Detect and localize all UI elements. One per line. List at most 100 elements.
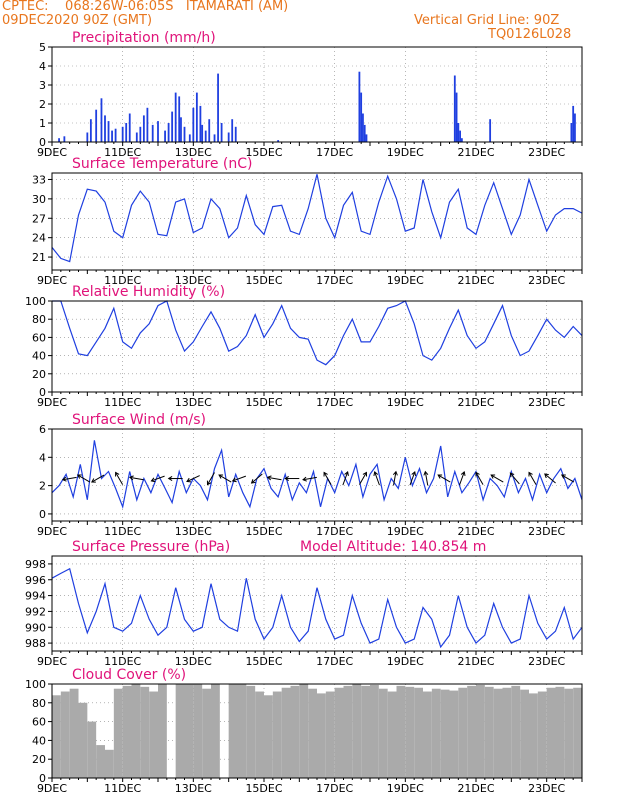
wind-arrow <box>359 471 368 485</box>
precipitation-bar <box>95 109 98 142</box>
wind-y-tick-label: 0 <box>39 508 46 521</box>
header-location: CPTEC: 068:26W-06:05S ITAMARATI (AM) <box>2 0 289 14</box>
wind-x-tick-label: 19DEC <box>387 525 424 538</box>
cloud-cover-bar <box>458 687 468 778</box>
cloud-cover-bar <box>211 684 220 778</box>
humidity-series-line <box>52 300 583 366</box>
temperature-x-tick-label: 19DEC <box>387 274 424 287</box>
wind-x-tick-label: 13DEC <box>175 525 212 538</box>
wind-x-tick-label: 17DEC <box>316 525 353 538</box>
precipitation-bar <box>199 105 202 142</box>
wind-series-line <box>51 440 583 509</box>
wind-arrow <box>373 471 380 486</box>
pressure-y-tick-label: 996 <box>25 574 46 587</box>
precipitation-y-tick-label: 5 <box>39 41 46 54</box>
humidity-x-tick-label: 21DEC <box>457 396 494 409</box>
precipitation-bar <box>362 113 364 142</box>
wind-arrow <box>544 473 556 484</box>
cloud-cover-bar <box>449 690 459 778</box>
cloud-cover-bar <box>149 691 158 778</box>
cloud-cover-bar <box>423 691 432 778</box>
header-vertical-grid: Vertical Grid Line: 90Z <box>414 13 560 28</box>
precipitation-bar <box>227 132 230 142</box>
cloud-cover-bar <box>493 688 503 778</box>
humidity-y-tick-label: 80 <box>32 313 46 326</box>
precipitation-bar <box>489 119 492 142</box>
cloud-cover-bar <box>202 688 211 778</box>
cloud-cover-x-tick-label: 17DEC <box>316 782 353 795</box>
pressure-x-tick-label: 19DEC <box>387 655 424 668</box>
precipitation-x-tick-label: 11DEC <box>104 146 141 159</box>
cloud-cover-bar <box>272 691 282 778</box>
cloud-cover-bar <box>105 749 114 778</box>
wind-arrow <box>218 474 232 483</box>
precipitation-x-tick-label: 21DEC <box>457 146 494 159</box>
precipitation-bar <box>157 121 159 142</box>
wind-arrow <box>409 471 417 486</box>
precipitation-bar <box>188 134 191 142</box>
temperature-title: Surface Temperature (nC) <box>72 156 253 172</box>
cloud-cover-bar <box>87 721 97 778</box>
cloud-cover-bar <box>246 685 256 778</box>
cloud-cover-bar <box>52 695 61 778</box>
precipitation-bar <box>204 130 207 142</box>
precipitation-bar <box>231 119 234 142</box>
cloud-cover-bar <box>520 689 529 778</box>
precipitation-bar <box>180 117 182 142</box>
pressure-y-tick-label: 994 <box>25 590 46 603</box>
pressure-x-tick-label: 17DEC <box>316 655 353 668</box>
cloud-cover-bar <box>529 693 538 778</box>
pressure-x-tick-label: 11DEC <box>104 655 141 668</box>
cloud-cover-bar <box>264 695 273 778</box>
header-model-code: TQ0126L028 <box>488 27 572 42</box>
precipitation-bar <box>167 123 170 142</box>
cloud-cover-bar <box>573 687 582 778</box>
cloud-cover-x-tick-label: 21DEC <box>457 782 494 795</box>
cloud-cover-bar <box>290 685 300 778</box>
precipitation-bar <box>453 75 456 142</box>
precipitation-bar <box>164 130 166 142</box>
precipitation-bar <box>100 98 103 142</box>
wind-arrow <box>528 471 537 485</box>
precipitation-bar <box>63 136 66 142</box>
wind-x-tick-label: 23DEC <box>528 525 565 538</box>
wind-arrow <box>76 474 91 483</box>
cloud-cover-bar <box>281 687 291 778</box>
temperature-x-tick-label: 9DEC <box>37 274 67 287</box>
pressure-panel <box>48 555 583 655</box>
precipitation-bar <box>128 113 131 142</box>
cloud-cover-x-tick-label: 11DEC <box>104 782 141 795</box>
cloud-cover-x-tick-label: 13DEC <box>175 782 212 795</box>
precipitation-bar <box>220 123 223 142</box>
cloud-cover-bar <box>140 686 150 778</box>
pressure-x-tick-label: 15DEC <box>245 655 282 668</box>
precipitation-bar <box>125 123 128 142</box>
precipitation-bar <box>201 124 204 142</box>
precipitation-bar <box>111 130 113 142</box>
cloud-cover-y-tick-label: 0 <box>39 772 46 785</box>
humidity-y-tick-label: 20 <box>32 368 46 381</box>
cloud-cover-x-tick-label: 19DEC <box>387 782 424 795</box>
temperature-frame <box>51 172 583 271</box>
wind-arrow <box>475 471 484 485</box>
humidity-y-tick-label: 40 <box>32 350 46 363</box>
wind-arrow <box>459 471 466 486</box>
precipitation-x-tick-label: 17DEC <box>316 146 353 159</box>
wind-x-tick-label: 15DEC <box>245 525 282 538</box>
cloud-cover-bar <box>352 684 362 778</box>
cloud-cover-panel <box>48 683 583 782</box>
humidity-x-tick-label: 17DEC <box>316 396 353 409</box>
cloud-cover-x-tick-label: 23DEC <box>528 782 565 795</box>
precipitation-title: Precipitation (mm/h) <box>72 30 216 46</box>
cloud-cover-y-tick-label: 100 <box>25 678 46 691</box>
cloud-cover-bar <box>537 691 547 778</box>
pressure-x-tick-label: 21DEC <box>457 655 494 668</box>
wind-arrow <box>91 474 105 483</box>
cloud-cover-bar <box>467 685 476 778</box>
cloud-cover-bar <box>158 684 167 778</box>
cloud-cover-bar <box>69 688 79 778</box>
cloud-cover-bar <box>175 684 185 778</box>
precipitation-bar <box>89 119 92 142</box>
cloud-cover-bar <box>78 702 88 778</box>
pressure-series-line <box>51 567 583 649</box>
